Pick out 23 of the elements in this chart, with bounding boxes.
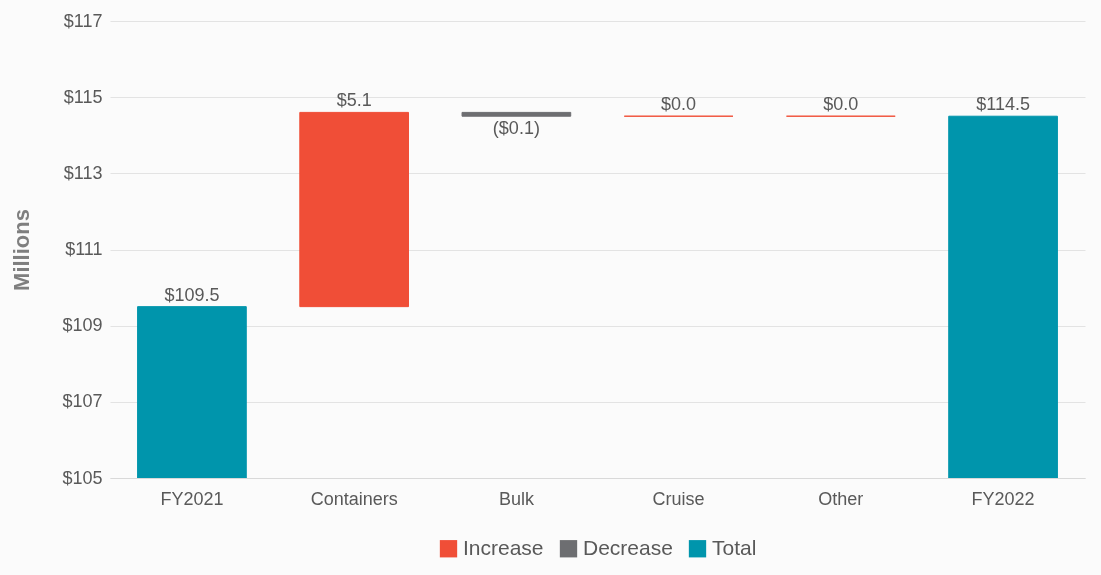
legend-label: Total (712, 535, 757, 559)
y-tick-label: $111 (65, 239, 103, 259)
data-label: ($0.1) (492, 118, 540, 139)
data-label: $5.1 (336, 90, 372, 111)
y-tick-label: $107 (62, 391, 103, 412)
data-label: $109.5 (164, 284, 220, 305)
y-tick-label: $117 (63, 10, 103, 31)
data-label: $0.0 (661, 94, 697, 115)
x-tick-label: Other (818, 488, 864, 509)
y-tick-label: $113 (63, 162, 103, 183)
data-label: $0.0 (823, 94, 859, 115)
y-tick-label: $109 (62, 315, 103, 336)
x-tick-label: Cruise (652, 488, 705, 509)
y-tick-label: $115 (63, 86, 103, 107)
x-tick-label: Bulk (498, 488, 535, 509)
x-tick-label: FY2022 (971, 488, 1035, 509)
y-tick-label: $105 (62, 467, 103, 488)
x-tick-label: FY2021 (160, 488, 224, 509)
data-label: $114.5 (976, 94, 1030, 115)
y-axis-title: Millions (9, 209, 35, 291)
x-tick-label: Containers (310, 488, 398, 509)
legend-label: Increase (463, 535, 544, 559)
legend-label: Decrease (583, 535, 673, 559)
